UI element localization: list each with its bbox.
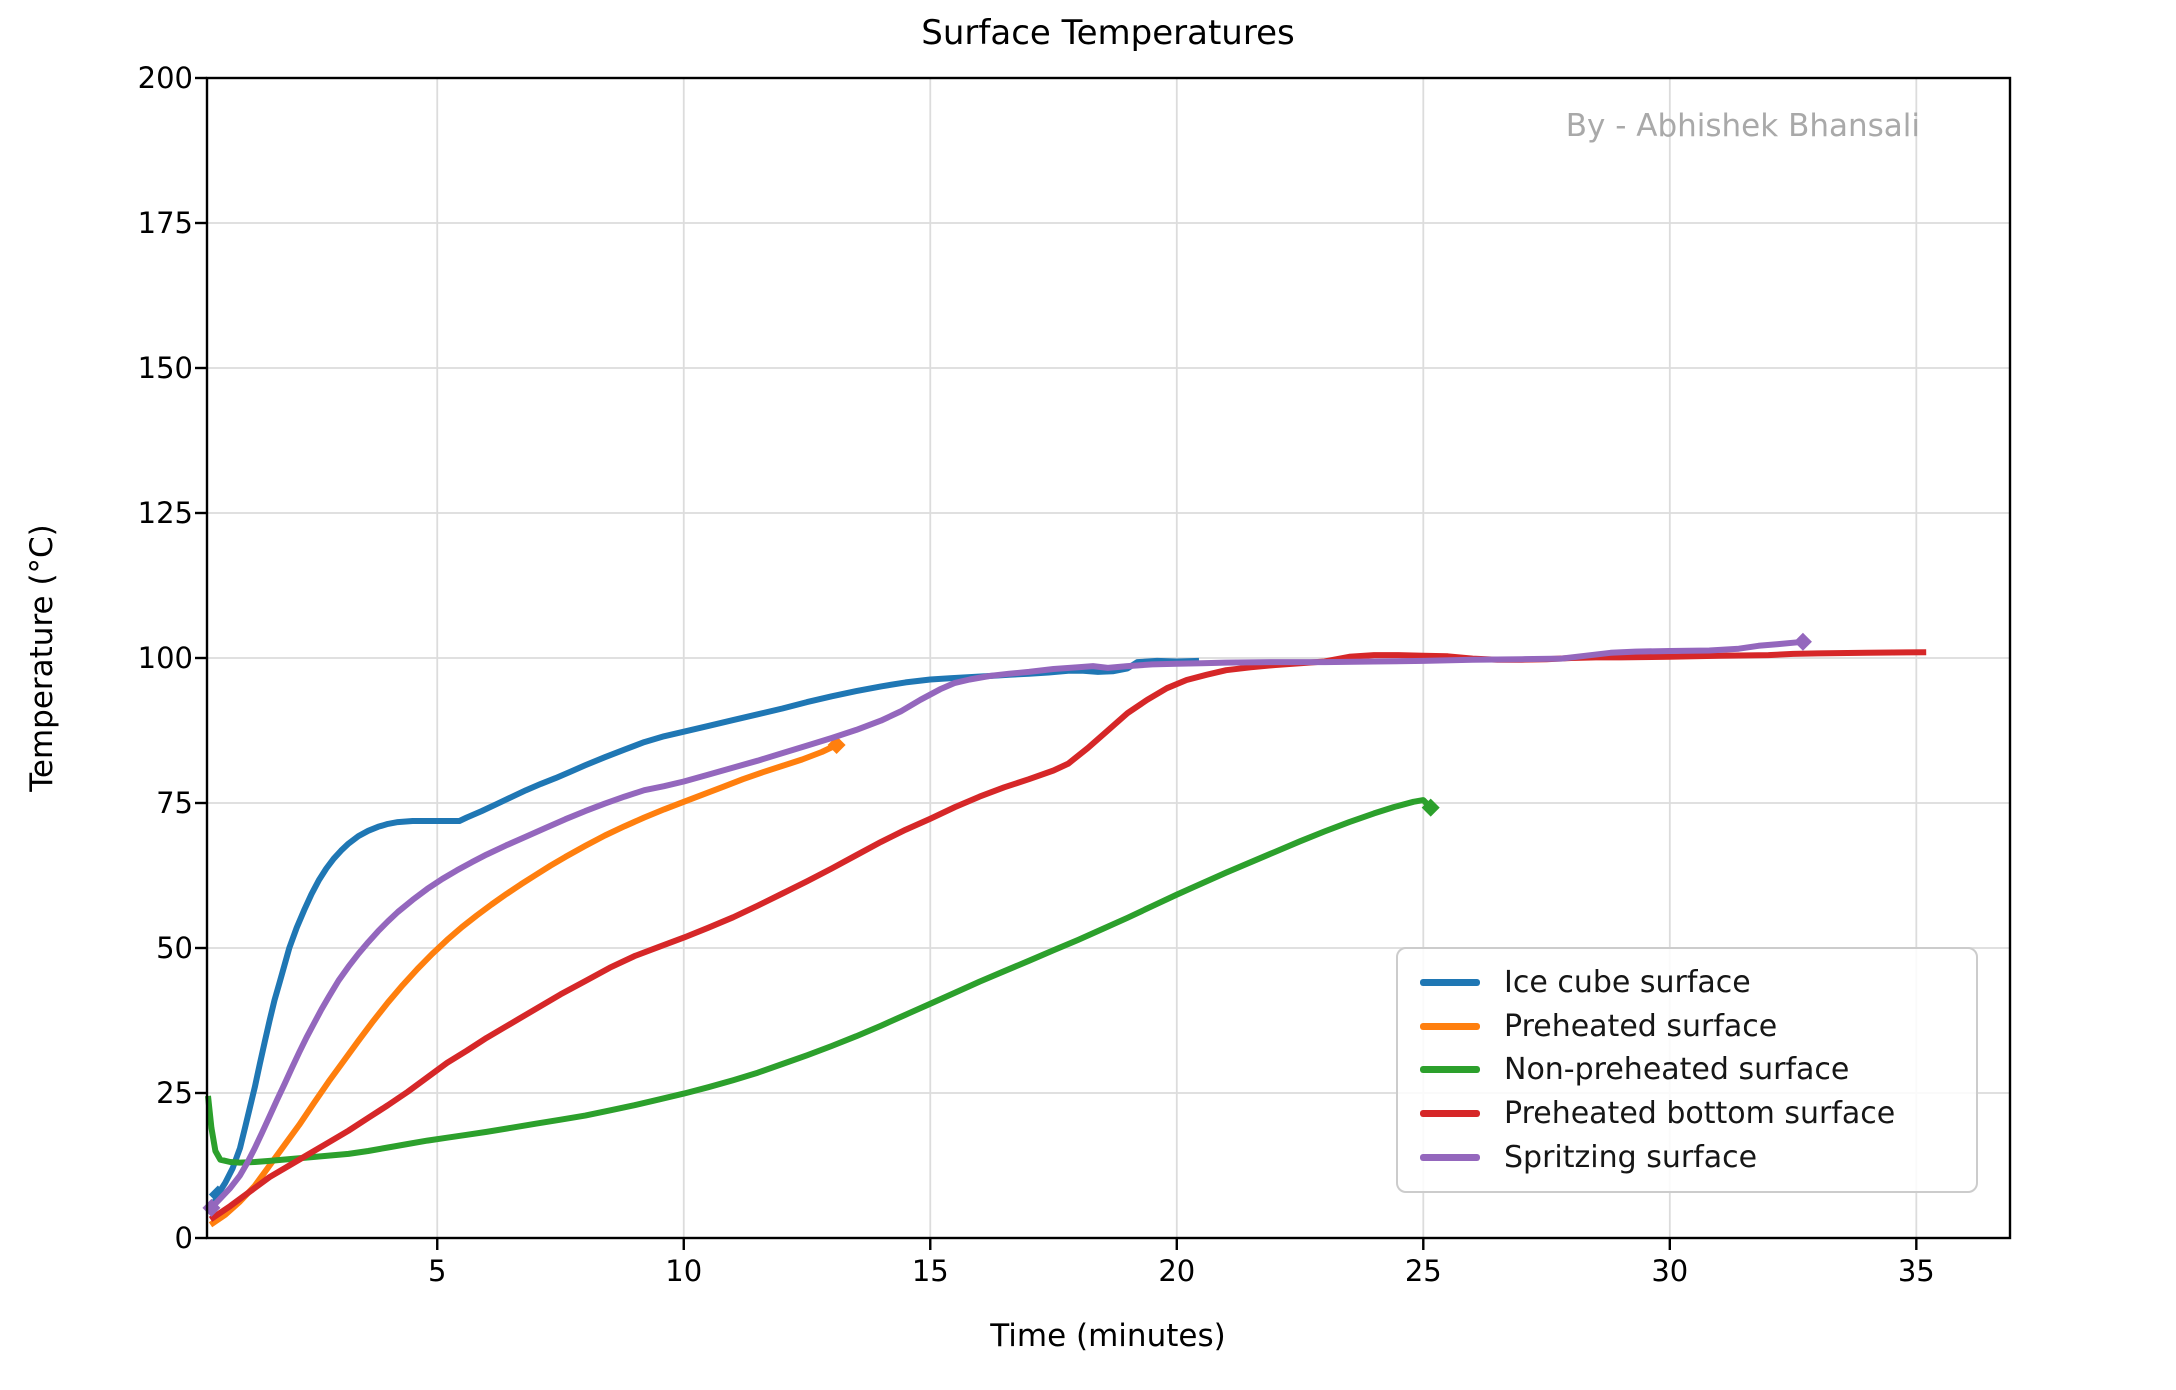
y-tick-label: 0 (174, 1221, 193, 1255)
y-tick-label: 50 (156, 931, 193, 965)
x-tick-label: 35 (1897, 1254, 1935, 1288)
legend-line-swatch (1420, 1022, 1480, 1030)
x-axis-label: Time (minutes) (990, 1318, 1226, 1354)
legend-item-ice-cube-surface: Ice cube surface (1420, 965, 1956, 1000)
legend-item-label: Preheated surface (1504, 1008, 1778, 1044)
legend-item-preheated-surface: Preheated surface (1420, 1009, 1956, 1044)
legend-item-label: Ice cube surface (1504, 965, 1751, 1001)
y-tick-label: 75 (156, 786, 193, 820)
x-tick-label: 30 (1651, 1254, 1689, 1288)
marker-diamond (1793, 632, 1812, 651)
series-line-non-preheated-surface (205, 797, 1433, 1166)
legend-item-preheated-bottom-surface: Preheated bottom surface (1420, 1096, 1956, 1131)
x-tick-label: 15 (911, 1254, 949, 1288)
y-tick-label: 200 (137, 61, 193, 95)
y-tick-label: 150 (137, 351, 193, 385)
chart-title: Surface Temperatures (921, 13, 1295, 53)
y-tick-label: 25 (156, 1076, 193, 1110)
y-tick-label: 125 (137, 496, 193, 530)
x-tick-label: 10 (665, 1254, 703, 1288)
legend-line-swatch (1420, 979, 1480, 987)
y-axis-label: Temperature (°C) (24, 524, 60, 792)
legend-item-label: Preheated bottom surface (1504, 1096, 1896, 1132)
x-tick-label: 20 (1158, 1254, 1196, 1288)
legend-item-spritzing-surface: Spritzing surface (1420, 1140, 1956, 1175)
marker-diamond (1421, 798, 1440, 817)
x-tick-label: 5 (428, 1254, 447, 1288)
legend-item-label: Non-preheated surface (1504, 1052, 1850, 1088)
legend-item-label: Spritzing surface (1504, 1139, 1758, 1175)
legend-line-swatch (1420, 1110, 1480, 1118)
legend-line-swatch (1420, 1066, 1480, 1074)
y-tick-label: 175 (137, 206, 193, 240)
series-line-ice-cube-surface (207, 657, 1200, 1214)
series-line-spritzing-surface (209, 638, 1804, 1210)
legend: Ice cube surface Preheated surface Non-p… (1396, 947, 1978, 1193)
y-tick-label: 100 (137, 641, 193, 675)
legend-line-swatch (1420, 1153, 1480, 1161)
series-line-preheated-surface (208, 742, 838, 1228)
legend-item-non-preheated-surface: Non-preheated surface (1420, 1052, 1956, 1087)
watermark: By - Abhishek Bhansali (1565, 108, 1920, 144)
x-tick-label: 25 (1404, 1254, 1442, 1288)
